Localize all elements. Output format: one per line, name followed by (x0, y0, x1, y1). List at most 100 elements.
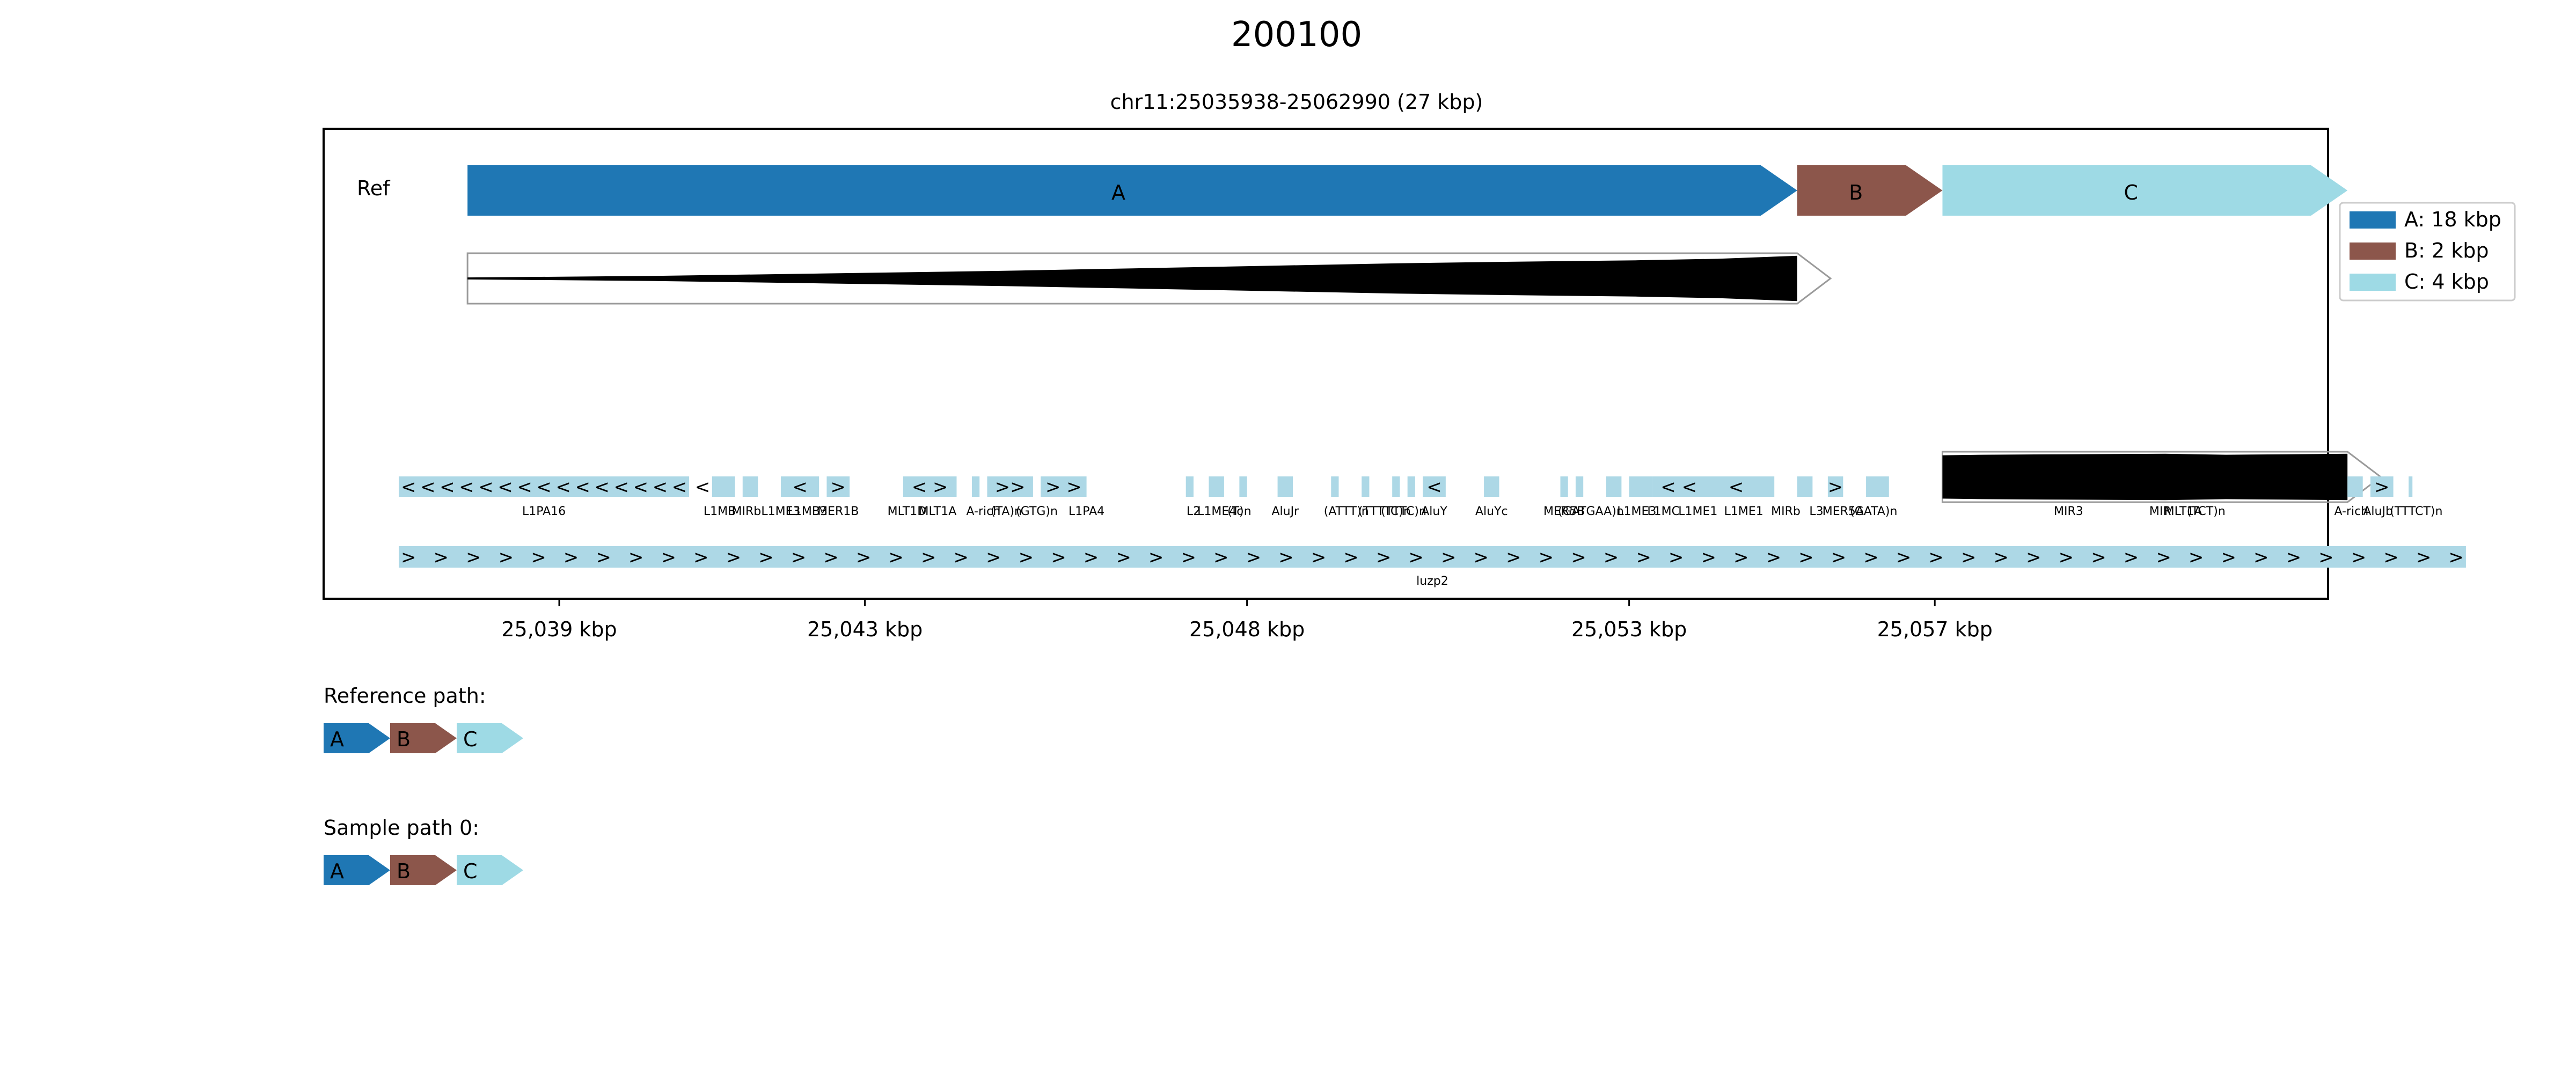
coverage-outline (466, 252, 1832, 305)
repeat-block (1484, 476, 1499, 497)
repeat-strand-chevron: > (831, 476, 846, 498)
legend-swatch (2350, 274, 2396, 291)
coverage-profile (467, 255, 1797, 302)
repeat-block (742, 476, 758, 497)
segment-arrow-b (1797, 165, 1943, 216)
repeat-block (1277, 476, 1293, 497)
gene-label: luzp2 (1416, 575, 1448, 588)
segment-track: A B C (467, 165, 2348, 216)
path-segment-label: C (463, 727, 478, 751)
segment-arrow-c (1942, 165, 2348, 216)
figure-title: 200100 (1231, 15, 1362, 55)
repeat-label: MLT1A (919, 505, 957, 518)
repeat-block (1652, 476, 1775, 497)
repeat-block (1423, 476, 1446, 497)
repeat-strand-chevron: < (1729, 476, 1744, 498)
path-segment-arrow (324, 723, 390, 753)
repeat-block (1797, 476, 1813, 497)
gene-track: >>>>>>>>>>>>>>>>>>>>>>>>>>>>>>>>>>>>>>>>… (398, 546, 2466, 588)
x-tick-label: 25,039 kbp (501, 618, 617, 641)
track-label-ref: Ref (357, 177, 391, 200)
repeat-block (903, 476, 957, 497)
repeat-label: L1ME1 (1724, 505, 1763, 518)
path-segment-arrow (324, 855, 390, 885)
x-tick-label: 25,048 kbp (1189, 618, 1305, 641)
x-tick-label: 25,053 kbp (1571, 618, 1687, 641)
repeat-strand-chevron: < (792, 476, 808, 498)
path-segment-arrow (457, 723, 523, 753)
repeat-label: MIR (2149, 505, 2171, 518)
repeat-label: MER5A (1823, 505, 1864, 518)
path-title: Sample path 0: (324, 816, 479, 840)
repeat-track: <<<<<<<<<<<<<<< < < > < > >> > > < < < < > >L1PA16 L… (398, 476, 2442, 518)
repeat-block (987, 476, 1033, 497)
repeat-label: L1MC (1647, 505, 1680, 518)
repeat-block (1331, 476, 1339, 497)
path-segment-label: C (463, 859, 478, 883)
repeat-block (1362, 476, 1370, 497)
repeat-label: MIRb (732, 505, 762, 518)
repeat-strand-chevron: < > (912, 476, 948, 498)
path-segment-label: B (397, 727, 411, 751)
repeat-block (1239, 476, 1247, 497)
repeat-label: (GATGAA)n (1558, 505, 1624, 518)
repeat-block (1392, 476, 1400, 497)
repeat-block (2370, 476, 2394, 497)
repeat-label: (TTTCT)n (2390, 505, 2442, 518)
repeat-label: A-rich (2334, 505, 2368, 518)
repeat-block (398, 476, 690, 497)
figure-subtitle: chr11:25035938-25062990 (27 kbp) (1110, 90, 1483, 114)
repeat-label: MER1B (817, 505, 859, 518)
repeat-label: AluJr (1272, 505, 1300, 518)
legend: A: 18 kbp B: 2 kbp C: 4 kbp (2339, 202, 2516, 302)
repeat-block (1606, 476, 1622, 497)
repeat-label: (GTG)n (1016, 505, 1058, 518)
repeat-strand-chevron: < < (1660, 476, 1697, 498)
repeat-block (1629, 476, 1652, 497)
repeat-label: L2 (1187, 505, 1201, 518)
gene-bar (398, 546, 2466, 568)
repeat-block (712, 476, 735, 497)
repeat-label: L3 (1809, 505, 1823, 518)
repeat-strand-chevron: < (1426, 476, 1442, 498)
repeat-block (2347, 476, 2363, 497)
repeat-label: L1ME1 (1678, 505, 1717, 518)
repeat-label: MLT1A (2164, 505, 2202, 518)
repeat-block (1407, 476, 1415, 497)
repeat-label: (TTTC)n (1381, 505, 1426, 518)
legend-label: A: 18 kbp (2404, 208, 2501, 231)
repeat-strand-chevron: >> (995, 476, 1026, 498)
path-title: Reference path: (324, 684, 486, 708)
coverage-profile (1942, 453, 2348, 501)
repeat-block (1866, 476, 1889, 497)
legend-label: C: 4 kbp (2404, 270, 2489, 293)
repeat-strand-chevron: <<<<<<<<<<<<<<< (401, 476, 687, 498)
legend-swatch (2350, 242, 2396, 260)
path-segment-label: A (330, 727, 344, 751)
x-tick-label: 25,043 kbp (807, 618, 923, 641)
repeat-block (780, 476, 819, 497)
repeat-label: MIR3 (2054, 505, 2083, 518)
repeat-block (1827, 476, 1843, 497)
segment-label-c: C (2124, 181, 2139, 204)
repeat-block (1209, 476, 1224, 497)
repeat-label: (GATA)n (1850, 505, 1897, 518)
repeat-block (1185, 476, 1194, 497)
repeat-label: L1ME3 (1617, 505, 1656, 518)
repeat-label: MIRb (1771, 505, 1801, 518)
repeat-label: L1PA4 (1069, 505, 1104, 518)
repeat-strand-chevron: > (1828, 476, 1843, 498)
repeat-label: L1PA16 (522, 505, 566, 518)
path-segment-arrow (457, 855, 523, 885)
repeat-strand-chevron: > > (1045, 476, 1082, 498)
legend-swatch (2350, 211, 2396, 229)
repeat-label: (T)n (1227, 505, 1252, 518)
repeat-label: AluJb (2363, 505, 2393, 518)
repeat-label: (TTTTC)n (1358, 505, 1411, 518)
path-segment-label: A (330, 859, 344, 883)
plot-frame (323, 128, 2329, 600)
path-panels: Reference path: A B C Sample path 0: A B C (324, 684, 523, 885)
repeat-label: AluYc (1475, 505, 1508, 518)
x-tick-label: 25,057 kbp (1877, 618, 1993, 641)
